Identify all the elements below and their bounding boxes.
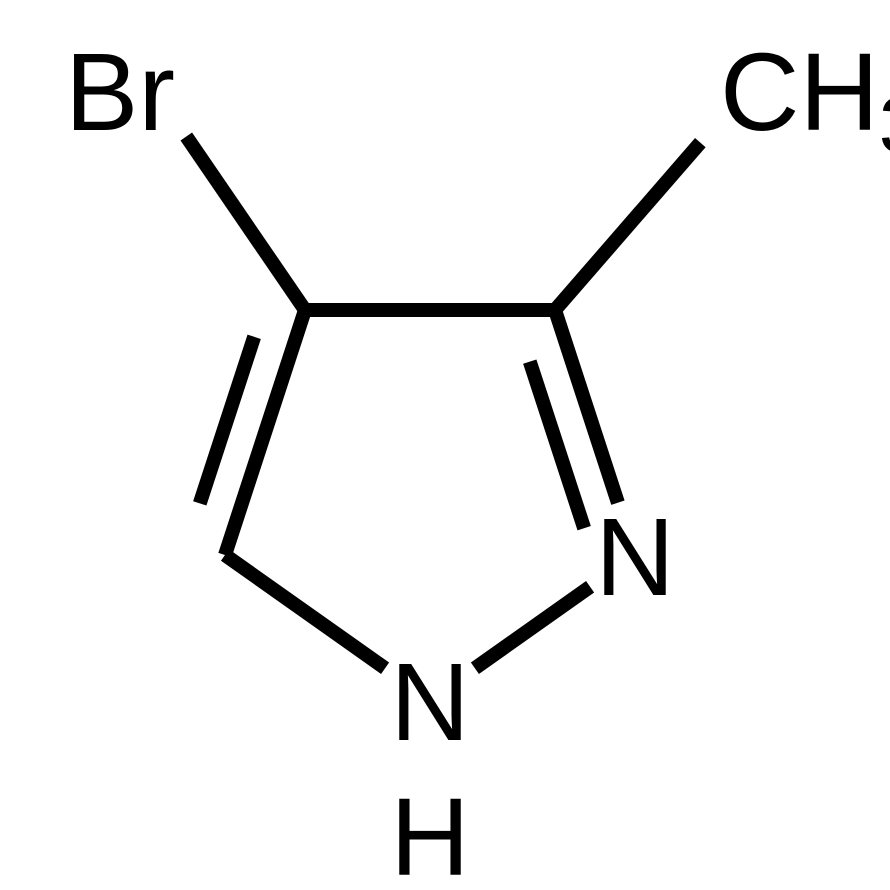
molecule-diagram: NHNBrCH3 (0, 0, 890, 890)
atom-label-n1: N (390, 641, 469, 764)
atom-label-n2: N (595, 496, 674, 619)
atom-label-ch3: CH3 (720, 31, 890, 169)
atom-label-n1-h: H (390, 776, 469, 890)
atom-label-br: Br (65, 31, 175, 154)
